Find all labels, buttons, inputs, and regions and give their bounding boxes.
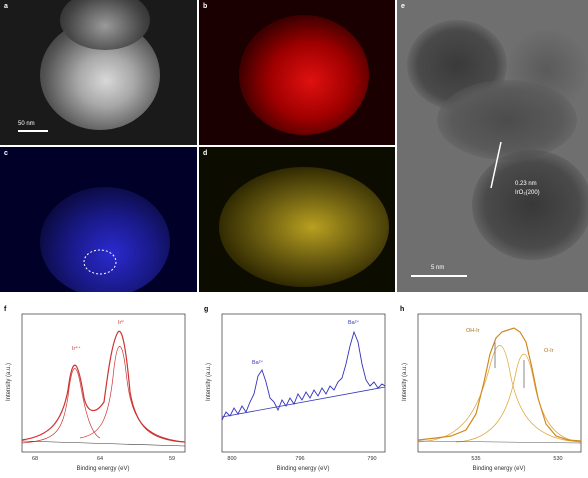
x-tick-label: 796 <box>295 456 304 462</box>
peak-label: Ir⁴⁺ <box>72 345 81 352</box>
peak-label: Ba²⁺ <box>252 359 264 366</box>
scale-bar-label: 5 nm <box>431 265 445 271</box>
series-envelope-curve <box>21 330 186 443</box>
panel-label-e: e <box>401 3 405 10</box>
peak-label: Ba²⁺ <box>348 319 360 326</box>
plot-frame <box>221 313 386 453</box>
lattice-marker-line <box>490 141 502 189</box>
x-tick-label: 535 <box>471 456 480 462</box>
series-fit-curve-2 <box>79 346 186 443</box>
series-fit-curve-1 <box>417 344 582 443</box>
panel-label-f: f <box>4 306 7 313</box>
panel-b-red-map: b <box>199 0 395 145</box>
series-fit-curve-1 <box>21 368 101 444</box>
lattice-spacing-label: 0.23 nm <box>515 181 537 187</box>
blue-signal-region <box>40 187 170 292</box>
panel-label-b: b <box>203 3 208 10</box>
y-axis-label: Intensity (a.u.) <box>402 363 408 401</box>
plot-frame <box>417 313 582 453</box>
series-baseline <box>417 440 582 444</box>
red-signal-region <box>239 15 369 135</box>
peak-label: O-Ir <box>544 348 554 354</box>
scale-bar <box>411 275 467 277</box>
scale-bar-label: 50 nm <box>18 121 35 127</box>
highlight-circle <box>83 249 117 275</box>
series-baseline <box>21 440 186 447</box>
yellow-signal-region <box>219 167 389 287</box>
y-axis-label: Intensity (a.u.) <box>6 363 12 401</box>
peak-label: Ir⁰ <box>118 319 124 326</box>
panel-e-hrtem-image: e 0.23 nm IrO₂(200) 5 nm <box>397 0 588 292</box>
chart-g: g Intensity (a.u.) Binding energy (eV) 8… <box>200 302 396 473</box>
x-tick-label: 68 <box>32 456 38 462</box>
lattice-plane-label: IrO₂(200) <box>515 190 540 196</box>
panel-label-h: h <box>400 306 405 313</box>
peak-label: OH-Ir <box>466 328 480 334</box>
y-axis-label: Intensity (a.u.) <box>206 363 212 401</box>
panel-a-haadf-image: a 50 nm <box>0 0 197 145</box>
x-axis-label: Binding energy (eV) <box>472 466 525 472</box>
panel-label-a: a <box>4 3 8 10</box>
x-tick-label: 790 <box>367 456 376 462</box>
series-spectrum <box>221 330 386 421</box>
x-tick-label: 530 <box>553 456 562 462</box>
particle-upper-region <box>60 0 150 50</box>
x-axis-label: Binding energy (eV) <box>76 466 129 472</box>
chart-h-svg: Intensity (a.u.) Binding energy (eV) 535… <box>402 313 582 472</box>
chart-h: h Intensity (a.u.) Binding energy (eV) 5… <box>396 302 588 473</box>
chart-g-svg: Intensity (a.u.) Binding energy (eV) 800… <box>206 313 386 472</box>
nanoparticle-4 <box>507 30 587 110</box>
series-spectrum <box>417 327 582 442</box>
x-tick-label: 64 <box>97 456 103 462</box>
panel-label-d: d <box>203 150 208 157</box>
x-tick-label: 59 <box>169 456 175 462</box>
scale-bar <box>18 130 48 132</box>
chart-f-svg: Intensity (a.u.) Binding energy (eV) 68 … <box>6 313 186 472</box>
plot-frame <box>21 313 186 453</box>
panel-c-blue-map: c <box>0 147 197 292</box>
series-fit-curve-2 <box>455 353 582 443</box>
series-background-line <box>221 386 386 418</box>
chart-f: f Intensity (a.u.) Binding energy (eV) 6… <box>0 302 196 473</box>
nanoparticle-3 <box>472 150 588 260</box>
x-tick-label: 800 <box>227 456 236 462</box>
panel-label-g: g <box>204 306 209 313</box>
panel-d-yellow-map: d <box>199 147 395 292</box>
panel-label-c: c <box>4 150 8 157</box>
x-axis-label: Binding energy (eV) <box>276 466 329 472</box>
